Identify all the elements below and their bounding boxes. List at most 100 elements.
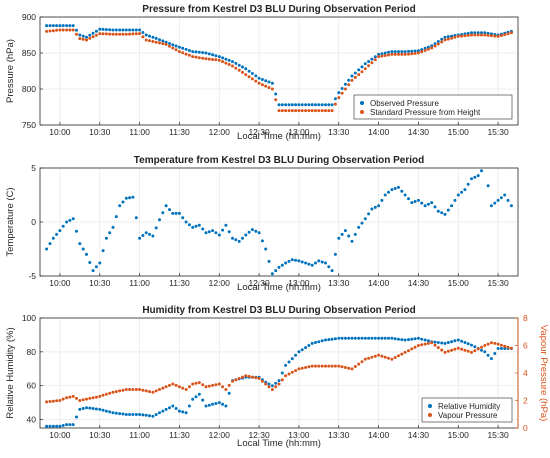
x-tick-label: 14:30: [408, 278, 430, 288]
data-point: [403, 50, 407, 54]
x-tick-label: 14:00: [368, 127, 390, 137]
data-point: [503, 193, 507, 197]
data-point: [58, 229, 62, 233]
legend-marker: [360, 101, 364, 105]
data-point: [407, 49, 410, 53]
data-point: [164, 42, 168, 46]
data-point: [470, 350, 473, 354]
data-point: [343, 336, 347, 340]
data-point: [410, 201, 414, 205]
data-point: [506, 198, 510, 202]
chart-title: Pressure from Kestrel D3 BLU During Obse…: [142, 4, 415, 15]
data-point: [360, 221, 364, 225]
data-point: [470, 31, 473, 35]
data-point: [214, 54, 218, 58]
y-tick-label: 0: [31, 217, 36, 227]
x-tick-label: 10:00: [49, 278, 71, 288]
data-point: [61, 397, 65, 401]
data-point: [483, 350, 487, 354]
x-tick-label: 13:00: [288, 127, 310, 137]
data-point: [300, 103, 304, 107]
legend-box: [353, 94, 513, 120]
data-point: [144, 231, 148, 235]
data-point: [509, 31, 513, 35]
data-point: [171, 43, 175, 47]
data-point: [466, 349, 470, 353]
data-point: [174, 383, 178, 387]
data-point: [207, 52, 211, 56]
data-point: [290, 109, 294, 113]
data-point: [124, 28, 128, 32]
data-point: [330, 103, 334, 107]
data-point: [476, 31, 480, 35]
data-point: [390, 336, 394, 340]
data-point: [104, 28, 108, 32]
data-point: [400, 189, 404, 193]
data-point: [473, 345, 477, 349]
data-point: [91, 35, 95, 39]
data-point: [168, 42, 171, 45]
series-0: [45, 24, 513, 107]
data-point: [307, 262, 311, 266]
data-point: [174, 211, 178, 215]
data-point: [480, 345, 483, 349]
x-axis-label: Local Time (hh:mm): [237, 131, 321, 142]
data-point: [234, 61, 238, 65]
x-tick-label: 15:00: [448, 127, 470, 137]
data-point: [393, 356, 397, 359]
data-point: [314, 103, 317, 107]
data-point: [98, 27, 102, 31]
data-point: [75, 396, 78, 400]
data-point: [509, 346, 513, 350]
y-axis-label: Relative Humidity (%): [5, 327, 16, 418]
data-point: [340, 336, 344, 340]
data-point: [94, 29, 98, 33]
data-point: [383, 355, 387, 359]
data-point: [420, 343, 424, 347]
data-point: [85, 397, 88, 401]
data-point: [171, 211, 175, 215]
data-point: [184, 411, 188, 415]
data-point: [264, 84, 268, 88]
data-point: [503, 347, 507, 350]
data-point: [270, 384, 274, 388]
data-point: [423, 342, 427, 346]
data-point: [277, 109, 281, 113]
data-point: [94, 407, 98, 411]
data-point: [217, 401, 221, 405]
data-point: [287, 259, 291, 263]
data-point: [217, 55, 221, 59]
data-point: [297, 109, 301, 113]
data-point: [387, 356, 390, 360]
data-point: [241, 375, 244, 379]
y-right-tick-label: 8: [523, 313, 528, 323]
data-point: [148, 34, 151, 38]
data-point: [114, 411, 118, 415]
data-point: [377, 55, 381, 59]
data-point: [68, 218, 72, 222]
data-point: [108, 32, 112, 36]
data-point: [357, 336, 361, 340]
data-point: [247, 374, 251, 378]
x-tick-label: 11:00: [129, 127, 150, 137]
data-point: [244, 374, 248, 378]
data-point: [496, 34, 500, 38]
data-point: [181, 46, 185, 50]
data-point: [187, 49, 191, 52]
data-point: [121, 412, 125, 416]
data-point: [393, 187, 397, 190]
data-point: [410, 347, 414, 351]
data-point: [191, 50, 195, 54]
data-point: [197, 223, 201, 227]
data-point: [151, 40, 155, 43]
data-point: [416, 198, 420, 202]
data-point: [496, 342, 500, 346]
x-tick-label: 12:30: [248, 127, 270, 137]
data-point: [426, 45, 430, 49]
data-point: [111, 390, 115, 394]
data-point: [78, 33, 82, 37]
data-point: [440, 348, 444, 352]
data-point: [85, 252, 88, 256]
data-point: [48, 424, 52, 428]
data-point: [177, 409, 181, 413]
